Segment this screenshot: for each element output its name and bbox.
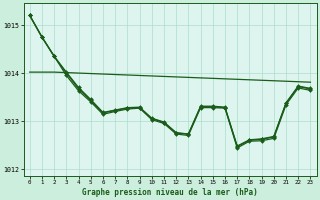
X-axis label: Graphe pression niveau de la mer (hPa): Graphe pression niveau de la mer (hPa)	[82, 188, 258, 197]
